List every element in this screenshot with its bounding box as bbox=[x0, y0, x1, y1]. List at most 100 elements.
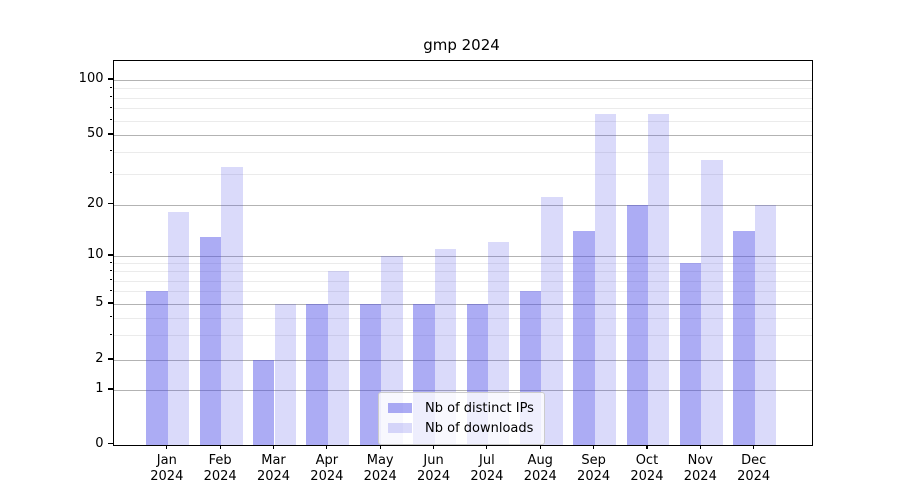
gridline-minor-90 bbox=[113, 88, 812, 90]
bar-distinct-ips-apr bbox=[306, 304, 328, 445]
gridline-major-100 bbox=[113, 80, 812, 81]
x-tick-month: Feb bbox=[208, 452, 232, 468]
x-tick-year: 2024 bbox=[150, 469, 184, 484]
x-tick-label-sep: Sep 2024 bbox=[567, 453, 621, 486]
x-tick-month: Sep bbox=[581, 452, 606, 468]
y-axis-minortick-40 bbox=[109, 150, 113, 152]
x-tick-year: 2024 bbox=[417, 469, 451, 484]
gridline-major-1 bbox=[113, 390, 812, 391]
y-tick-label-2: 2 bbox=[95, 351, 104, 366]
x-tick-month: Apr bbox=[315, 452, 339, 468]
x-tick-year: 2024 bbox=[470, 469, 504, 484]
y-tick-label-50: 50 bbox=[86, 126, 104, 141]
x-axis-tick-sep bbox=[593, 444, 595, 450]
x-tick-year: 2024 bbox=[577, 469, 611, 484]
y-axis-minortick-4 bbox=[109, 316, 113, 318]
legend-swatch-distinct-ips bbox=[388, 403, 412, 413]
legend-label-distinct-ips: Nb of distinct IPs bbox=[425, 400, 534, 416]
bar-distinct-ips-sep bbox=[573, 231, 595, 445]
bar-downloads-dec bbox=[754, 204, 777, 445]
y-tick-label-0: 0 bbox=[95, 435, 104, 451]
x-tick-year: 2024 bbox=[737, 469, 771, 484]
y-axis-minortick-7 bbox=[109, 279, 113, 281]
x-axis-tick-dec bbox=[753, 444, 755, 450]
x-tick-month: Dec bbox=[741, 452, 767, 468]
gridline-minor-30 bbox=[113, 173, 812, 175]
y-axis-tick-2 bbox=[108, 358, 113, 360]
y-tick-label-100: 100 bbox=[78, 71, 104, 86]
y-axis-minortick-8 bbox=[109, 269, 113, 271]
gridline-minor-7 bbox=[113, 280, 812, 282]
gridline-major-50 bbox=[113, 135, 812, 136]
y-axis-minortick-90 bbox=[109, 86, 113, 88]
x-tick-label-mar: Mar 2024 bbox=[247, 453, 301, 486]
x-axis-tick-oct bbox=[646, 444, 648, 450]
bar-distinct-ips-mar bbox=[253, 360, 275, 445]
gridline-minor-6 bbox=[113, 291, 812, 293]
legend-item-downloads: Nb of downloads bbox=[388, 418, 534, 438]
plot-area bbox=[112, 60, 813, 446]
bar-downloads-jan bbox=[167, 212, 190, 445]
x-axis-tick-jan bbox=[166, 444, 168, 450]
bar-downloads-feb bbox=[221, 166, 243, 445]
bar-distinct-ips-nov bbox=[679, 263, 702, 445]
gridline-major-2 bbox=[113, 360, 812, 361]
x-axis-tick-jul bbox=[486, 444, 488, 450]
y-axis-minortick-3 bbox=[109, 333, 113, 335]
x-tick-label-jun: Jun 2024 bbox=[407, 453, 461, 486]
y-tick-label-10: 10 bbox=[86, 247, 104, 262]
legend-label-downloads: Nb of downloads bbox=[425, 420, 534, 436]
bar-distinct-ips-jan bbox=[146, 291, 168, 445]
x-axis-tick-nov bbox=[699, 444, 701, 450]
x-tick-year: 2024 bbox=[203, 469, 237, 484]
x-tick-label-dec: Dec 2024 bbox=[727, 453, 781, 486]
bar-downloads-aug bbox=[541, 197, 563, 445]
x-tick-month: Jan bbox=[156, 452, 177, 468]
bar-downloads-apr bbox=[327, 271, 350, 445]
x-axis-tick-jun bbox=[432, 444, 435, 450]
gridline-minor-8 bbox=[113, 271, 812, 273]
bar-distinct-ips-may bbox=[359, 304, 382, 445]
y-axis-minortick-30 bbox=[109, 172, 113, 174]
x-tick-month: Jul bbox=[479, 452, 495, 468]
x-tick-label-jul: Jul 2024 bbox=[460, 453, 514, 486]
x-tick-label-jan: Jan 2024 bbox=[140, 453, 194, 486]
bar-downloads-mar bbox=[274, 304, 296, 445]
y-axis-minortick-80 bbox=[109, 96, 113, 98]
gridline-major-20 bbox=[113, 204, 812, 206]
x-axis-tick-mar bbox=[272, 444, 275, 450]
x-tick-month: May bbox=[366, 452, 394, 468]
bar-downloads-sep bbox=[594, 114, 616, 445]
y-axis-minortick-60 bbox=[109, 119, 113, 121]
y-tick-label-1: 1 bbox=[95, 381, 104, 396]
gridline-minor-9 bbox=[113, 263, 812, 265]
x-tick-label-feb: Feb 2024 bbox=[193, 453, 247, 486]
x-tick-label-oct: Oct 2024 bbox=[620, 453, 674, 486]
bar-distinct-ips-feb bbox=[199, 236, 222, 445]
gridline-minor-70 bbox=[113, 108, 812, 110]
y-axis-tick-1 bbox=[108, 388, 113, 390]
y-axis-tick-100 bbox=[108, 78, 113, 80]
y-axis-minortick-6 bbox=[109, 289, 113, 291]
y-axis-tick-50 bbox=[108, 133, 113, 135]
bar-downloads-oct bbox=[647, 114, 670, 445]
x-tick-year: 2024 bbox=[683, 469, 717, 484]
y-tick-label-5: 5 bbox=[95, 295, 104, 310]
x-tick-year: 2024 bbox=[256, 469, 291, 484]
x-tick-year: 2024 bbox=[363, 469, 397, 484]
legend: Nb of distinct IPs Nb of downloads bbox=[378, 392, 545, 445]
y-tick-label-20: 20 bbox=[86, 195, 104, 211]
gridline-major-10 bbox=[113, 256, 812, 257]
gridline-minor-80 bbox=[113, 97, 812, 99]
gridline-minor-3 bbox=[113, 335, 812, 337]
x-tick-month: Mar bbox=[261, 452, 286, 468]
x-tick-label-apr: Apr 2024 bbox=[300, 453, 354, 486]
gridline-minor-60 bbox=[113, 120, 812, 122]
x-tick-month: Aug bbox=[527, 452, 553, 468]
x-tick-label-may: May 2024 bbox=[353, 453, 407, 486]
bar-distinct-ips-dec bbox=[733, 231, 755, 445]
gridline-minor-40 bbox=[113, 151, 812, 153]
x-axis-tick-feb bbox=[219, 444, 221, 450]
legend-item-distinct-ips: Nb of distinct IPs bbox=[388, 398, 534, 418]
